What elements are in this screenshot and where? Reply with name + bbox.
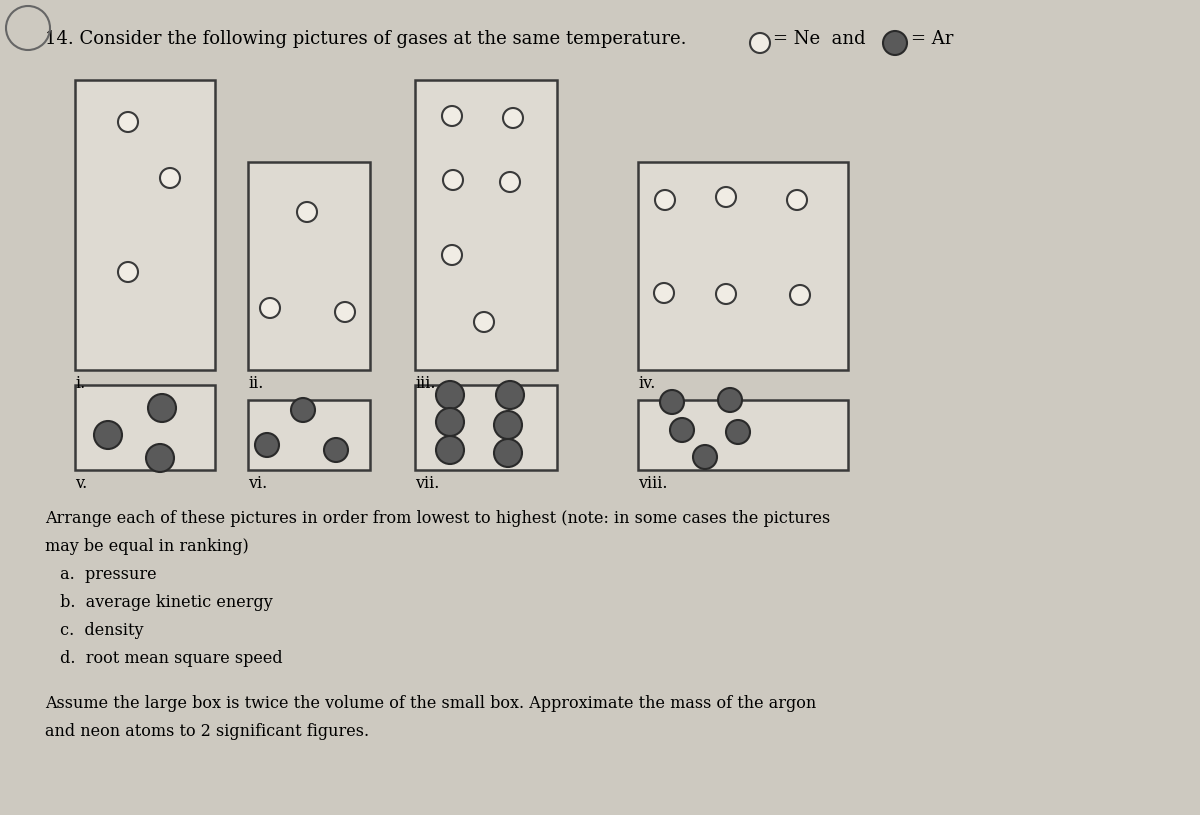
Circle shape	[500, 172, 520, 192]
Circle shape	[298, 202, 317, 222]
Text: = Ne  and: = Ne and	[773, 30, 865, 48]
Circle shape	[496, 381, 524, 409]
FancyBboxPatch shape	[248, 162, 370, 370]
Circle shape	[750, 33, 770, 53]
Text: vii.: vii.	[415, 475, 439, 492]
Text: ii.: ii.	[248, 375, 263, 392]
Circle shape	[716, 284, 736, 304]
Text: d.  root mean square speed: d. root mean square speed	[55, 650, 283, 667]
FancyBboxPatch shape	[74, 80, 215, 370]
FancyBboxPatch shape	[638, 400, 848, 470]
Circle shape	[494, 411, 522, 439]
Text: may be equal in ranking): may be equal in ranking)	[46, 538, 248, 555]
Text: a.  pressure: a. pressure	[55, 566, 157, 583]
Circle shape	[503, 108, 523, 128]
Text: 14. Consider the following pictures of gases at the same temperature.: 14. Consider the following pictures of g…	[46, 30, 686, 48]
Circle shape	[716, 187, 736, 207]
Circle shape	[94, 421, 122, 449]
Circle shape	[442, 106, 462, 126]
Circle shape	[494, 439, 522, 467]
Circle shape	[324, 438, 348, 462]
Circle shape	[118, 262, 138, 282]
Circle shape	[260, 298, 280, 318]
Circle shape	[118, 112, 138, 132]
Text: Arrange each of these pictures in order from lowest to highest (note: in some ca: Arrange each of these pictures in order …	[46, 510, 830, 527]
Circle shape	[256, 433, 278, 457]
Circle shape	[443, 170, 463, 190]
Circle shape	[474, 312, 494, 332]
Circle shape	[718, 388, 742, 412]
Circle shape	[335, 302, 355, 322]
Circle shape	[436, 408, 464, 436]
Text: vi.: vi.	[248, 475, 268, 492]
Circle shape	[655, 190, 674, 210]
Circle shape	[787, 190, 808, 210]
Circle shape	[436, 436, 464, 464]
FancyBboxPatch shape	[415, 80, 557, 370]
Circle shape	[442, 245, 462, 265]
Text: b.  average kinetic energy: b. average kinetic energy	[55, 594, 272, 611]
Circle shape	[436, 381, 464, 409]
Text: viii.: viii.	[638, 475, 667, 492]
Circle shape	[726, 420, 750, 444]
Text: i.: i.	[74, 375, 85, 392]
Circle shape	[148, 394, 176, 422]
Text: iv.: iv.	[638, 375, 655, 392]
FancyBboxPatch shape	[248, 400, 370, 470]
Circle shape	[292, 398, 314, 422]
Circle shape	[654, 283, 674, 303]
Circle shape	[160, 168, 180, 188]
FancyBboxPatch shape	[415, 385, 557, 470]
Text: iii.: iii.	[415, 375, 436, 392]
Circle shape	[883, 31, 907, 55]
Circle shape	[790, 285, 810, 305]
Circle shape	[694, 445, 718, 469]
Circle shape	[670, 418, 694, 442]
FancyBboxPatch shape	[638, 162, 848, 370]
Text: Assume the large box is twice the volume of the small box. Approximate the mass : Assume the large box is twice the volume…	[46, 695, 816, 712]
Text: c.  density: c. density	[55, 622, 144, 639]
Text: and neon atoms to 2 significant figures.: and neon atoms to 2 significant figures.	[46, 723, 370, 740]
Text: v.: v.	[74, 475, 88, 492]
FancyBboxPatch shape	[74, 385, 215, 470]
Text: = Ar: = Ar	[911, 30, 953, 48]
Circle shape	[660, 390, 684, 414]
Circle shape	[146, 444, 174, 472]
